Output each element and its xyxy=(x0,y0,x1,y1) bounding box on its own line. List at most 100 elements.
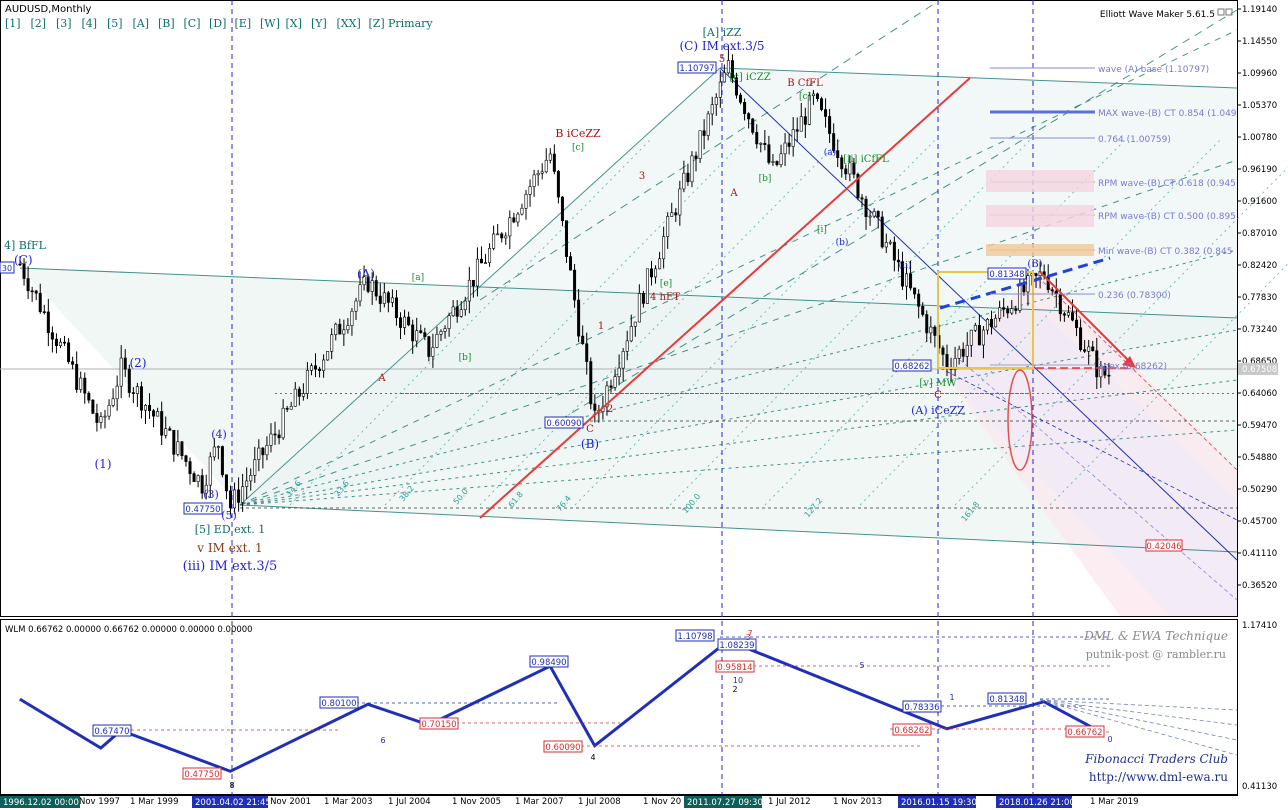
candle-body xyxy=(909,273,913,289)
time-axis-label: 1 Jul 2012 xyxy=(768,797,811,807)
wave-label: A xyxy=(377,373,386,384)
candle-body xyxy=(1107,374,1111,377)
time-highlight-label: 2001.04.02 21:45 xyxy=(195,798,271,808)
fib-time-line xyxy=(1049,263,1288,506)
wlm-box-blue xyxy=(902,700,942,713)
price-axis-label: 1.05370 xyxy=(1242,101,1277,111)
wlm-count: 1 xyxy=(949,693,954,702)
degree-button-X[interactable]: [X] xyxy=(286,17,302,30)
price-box-value: 0.68262 xyxy=(894,362,929,372)
candle-body xyxy=(1058,293,1062,315)
candle-body xyxy=(803,116,807,125)
price-axis-label: 0.77830 xyxy=(1242,293,1277,303)
candle-body xyxy=(945,354,949,369)
degree-button-W[interactable]: [W] xyxy=(260,17,280,30)
wave-label: 3 xyxy=(639,171,645,182)
degree-button-3[interactable]: [3] xyxy=(56,17,72,30)
candle-body xyxy=(378,295,382,304)
wave-label: 5 xyxy=(719,54,725,65)
degree-button-1[interactable]: [1] xyxy=(5,17,21,30)
candle-body xyxy=(633,321,637,327)
candle-body xyxy=(358,284,362,302)
degree-button-2[interactable]: [2] xyxy=(31,17,47,30)
price-axis-label: 0.59470 xyxy=(1242,421,1277,431)
candle-body xyxy=(755,132,759,145)
candle-body xyxy=(714,97,718,105)
time-highlight-box xyxy=(996,796,1072,808)
candle-body xyxy=(654,268,658,278)
time-axis-label: 1 Nov 2001 xyxy=(262,797,311,807)
time-highlight-box xyxy=(192,796,268,808)
degree-button-4[interactable]: [4] xyxy=(82,17,98,30)
wlm-box-blue xyxy=(529,655,569,668)
candle-body xyxy=(362,276,366,286)
candle-body xyxy=(641,293,645,304)
price-axis-label: 0.54880 xyxy=(1242,453,1277,463)
wave-label: 2 xyxy=(607,404,613,415)
candle-body xyxy=(860,197,864,200)
candle-body xyxy=(322,359,326,371)
red-trend-line xyxy=(479,77,971,519)
candle-body xyxy=(488,248,492,264)
branding-line3: Fibonacci Traders Club xyxy=(1084,752,1228,766)
candle-body xyxy=(394,297,398,319)
candle-body xyxy=(475,258,479,287)
candle-body xyxy=(285,407,289,410)
candle-body xyxy=(828,116,832,134)
falling-channel-line xyxy=(719,67,1238,561)
candle-body xyxy=(459,309,463,317)
candle-body xyxy=(148,405,152,412)
candle-body xyxy=(370,280,374,292)
candle-body xyxy=(192,473,196,482)
candle-body xyxy=(581,335,585,345)
degree-button-A[interactable]: [A] xyxy=(133,17,150,30)
time-highlight-box xyxy=(0,796,80,808)
candle-body xyxy=(1002,307,1006,310)
candle-body xyxy=(556,171,560,198)
wave-label: v IM ext. 1 xyxy=(196,541,262,555)
candle-body xyxy=(42,311,46,313)
time-axis-label: 1 Jul 2008 xyxy=(578,797,621,807)
candle-body xyxy=(127,368,131,393)
degree-button-E[interactable]: [E] xyxy=(235,17,252,30)
candle-body xyxy=(953,358,957,370)
wlm-count: 7 xyxy=(747,629,752,638)
candle-body xyxy=(666,216,670,237)
candle-body xyxy=(71,361,75,365)
price-axis-label: 1.14550 xyxy=(1242,37,1277,47)
wave-label: [c] xyxy=(799,92,811,102)
time-axis-label: 1 Mar 1999 xyxy=(130,797,178,807)
candle-body xyxy=(787,142,791,147)
degree-button-D[interactable]: [D] xyxy=(209,17,226,30)
candle-body xyxy=(544,159,548,173)
candle-body xyxy=(233,489,237,509)
candle-body xyxy=(447,315,451,329)
candle-body xyxy=(1070,312,1074,321)
wlm-box-blue xyxy=(717,638,757,651)
fan-line xyxy=(239,329,1238,506)
wlm-label: WLM 0.66762 0.00000 0.66762 0.00000 0.00… xyxy=(5,625,253,635)
degree-button-Y[interactable]: [Y] xyxy=(311,17,327,30)
degree-button-5[interactable]: [5] xyxy=(107,17,123,30)
wlm-count: 10 xyxy=(733,676,743,685)
wave-label: [a] xyxy=(412,273,424,283)
candle-body xyxy=(50,332,54,340)
wlm-box-red xyxy=(1065,725,1105,738)
degree-button-Z[interactable]: [Z] xyxy=(369,17,385,30)
wlm-count: 0 xyxy=(1107,735,1112,744)
candle-body xyxy=(524,194,528,209)
wave-label: [b] xyxy=(459,353,472,363)
candle-body xyxy=(492,233,496,249)
price-axis-label: 0.68650 xyxy=(1242,357,1277,367)
candle-body xyxy=(852,162,856,175)
wave-label: [A] iZZ xyxy=(703,26,742,39)
price-axis-label: 0.50290 xyxy=(1242,485,1277,495)
degree-button-C[interactable]: [C] xyxy=(184,17,201,30)
candle-body xyxy=(111,398,115,406)
candle-body xyxy=(710,104,714,115)
degree-button-XX[interactable]: [XX] xyxy=(337,17,361,30)
degree-button-B[interactable]: [B] xyxy=(158,17,175,30)
candle-body xyxy=(690,155,694,183)
candle-body xyxy=(775,161,779,165)
